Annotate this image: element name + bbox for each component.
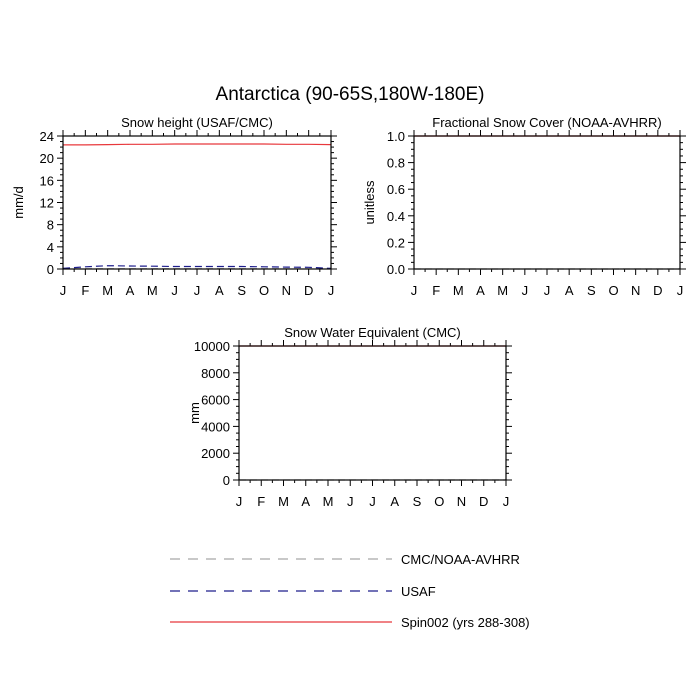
panel-title: Snow height (USAF/CMC) xyxy=(121,115,273,130)
chart-panel-3: Snow Water Equivalent (CMC)mmJ F M A M J J A S O N… xyxy=(187,325,512,509)
x-tick-label: A xyxy=(215,283,224,298)
y-tick-label: 0.6 xyxy=(387,182,405,197)
y-tick-label: 0 xyxy=(47,262,54,277)
x-tick-label: D xyxy=(304,283,313,298)
y-tick-label: 16 xyxy=(40,173,54,188)
x-tick-label: S xyxy=(413,494,422,509)
x-tick-label: A xyxy=(301,494,310,509)
y-tick-label: 0 xyxy=(223,473,230,488)
x-tick-label: J xyxy=(328,283,335,298)
x-tick-label: J xyxy=(677,283,684,298)
y-axis-label: mm/d xyxy=(11,186,26,219)
x-tick-label: S xyxy=(587,283,596,298)
x-tick-label: O xyxy=(434,494,444,509)
chart-panel-2: Fractional Snow Cover (NOAA-AVHRR) unitle… xyxy=(362,115,686,298)
x-tick-label: A xyxy=(126,283,135,298)
x-tick-label: M xyxy=(497,283,508,298)
y-tick-label: 4000 xyxy=(201,419,230,434)
x-tick-label: J xyxy=(369,494,376,509)
x-tick-label: S xyxy=(237,283,246,298)
x-tick-label: J xyxy=(544,283,551,298)
y-tick-label: 0.0 xyxy=(387,262,405,277)
series-line-spin002-yrs-288-308- xyxy=(63,143,332,146)
panel-title: Snow Water Equivalent (CMC) xyxy=(284,325,461,340)
x-tick-label: O xyxy=(608,283,618,298)
y-axis-label: unitless xyxy=(362,180,377,225)
y-tick-label: 0.8 xyxy=(387,156,405,171)
y-tick-label: 10000 xyxy=(194,339,230,354)
x-tick-label: J xyxy=(347,494,354,509)
y-tick-label: 0.4 xyxy=(387,209,405,224)
series-line-usaf xyxy=(62,265,332,269)
legend-item-3: Spin002 (yrs 288-308) xyxy=(170,615,530,630)
legend-item-2: USAF xyxy=(170,584,436,599)
y-tick-label: 8000 xyxy=(201,366,230,381)
x-tick-label: J xyxy=(522,283,529,298)
y-tick-label: 1.0 xyxy=(387,129,405,144)
x-tick-label: M xyxy=(453,283,464,298)
y-tick-label: 0.2 xyxy=(387,235,405,250)
y-tick-label: 24 xyxy=(40,129,54,144)
x-tick-label: A xyxy=(390,494,399,509)
x-tick-label: D xyxy=(479,494,488,509)
legend-label: CMC/NOAA-AVHRR xyxy=(401,552,520,567)
x-tick-label: N xyxy=(631,283,640,298)
x-tick-label: M xyxy=(102,283,113,298)
x-tick-label: M xyxy=(147,283,158,298)
legend-label: USAF xyxy=(401,584,436,599)
chart-panel-1: Snow height (USAF/CMC)mm/dJ F M A M J J A S O N D J0… xyxy=(11,115,337,298)
legend: CMC/NOAA-AVHRR USAF Spin002 (yrs 288-308) xyxy=(170,552,530,630)
x-tick-label: N xyxy=(282,283,291,298)
y-tick-label: 8 xyxy=(47,218,54,233)
plot-frame xyxy=(238,345,507,481)
x-tick-label: O xyxy=(259,283,269,298)
x-tick-label: J xyxy=(194,283,201,298)
y-tick-label: 12 xyxy=(40,196,54,211)
x-tick-label: M xyxy=(323,494,334,509)
x-tick-label: J xyxy=(411,283,418,298)
x-tick-label: J xyxy=(503,494,510,509)
y-tick-label: 2000 xyxy=(201,446,230,461)
x-tick-label: J xyxy=(60,283,67,298)
plot-frame xyxy=(413,135,681,270)
legend-label: Spin002 (yrs 288-308) xyxy=(401,615,530,630)
y-tick-label: 4 xyxy=(47,240,54,255)
x-tick-label: J xyxy=(171,283,178,298)
x-tick-label: F xyxy=(432,283,440,298)
legend-item-1: CMC/NOAA-AVHRR xyxy=(170,552,520,567)
x-tick-label: A xyxy=(476,283,485,298)
x-tick-label: F xyxy=(257,494,265,509)
x-tick-label: M xyxy=(278,494,289,509)
x-tick-label: J xyxy=(236,494,243,509)
y-tick-label: 20 xyxy=(40,151,54,166)
x-tick-label: N xyxy=(457,494,466,509)
x-tick-label: A xyxy=(565,283,574,298)
panel-title: Fractional Snow Cover (NOAA-AVHRR) xyxy=(432,115,661,130)
x-tick-label: D xyxy=(653,283,662,298)
figure-title: Antarctica (90-65S,180W-180E) xyxy=(216,84,485,105)
panels: Snow height (USAF/CMC)mm/dJ F M A M J J A S O N D J0… xyxy=(11,115,686,509)
plot-frame xyxy=(62,135,332,270)
x-tick-label: F xyxy=(81,283,89,298)
y-tick-label: 6000 xyxy=(201,393,230,408)
y-axis-label: mm xyxy=(187,402,202,424)
